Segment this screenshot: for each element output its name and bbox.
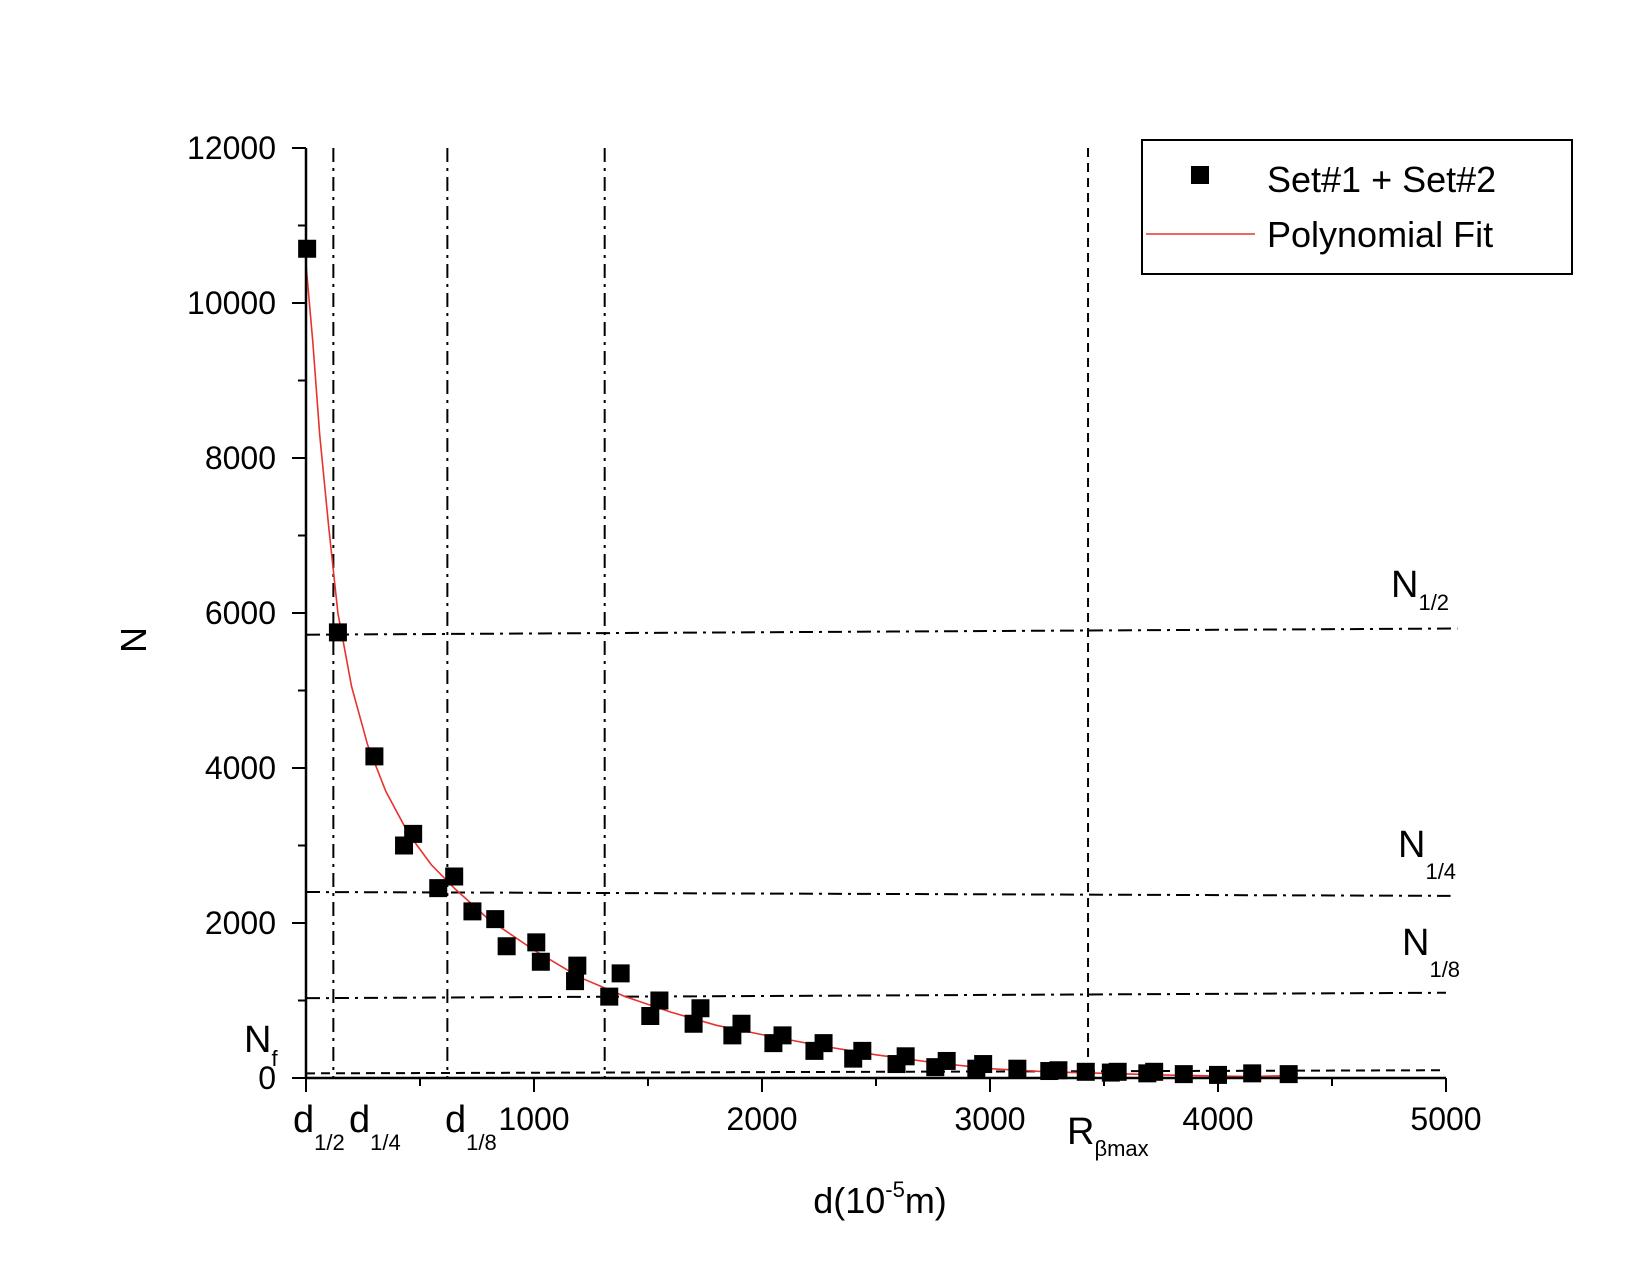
annotation-n-eighth: N1/8 <box>1402 922 1460 982</box>
data-point <box>365 747 384 766</box>
annotation-d-eighth: d1/8 <box>445 1099 497 1155</box>
data-point <box>896 1047 915 1066</box>
data-point <box>568 956 587 975</box>
data-point <box>1049 1061 1068 1080</box>
data-point <box>1279 1065 1298 1084</box>
legend-label-fit: Polynomial Fit <box>1267 214 1493 255</box>
data-point <box>974 1055 993 1074</box>
data-point <box>1243 1064 1262 1083</box>
x-tick-label: 2000 <box>726 1101 797 1137</box>
data-point <box>1076 1062 1095 1081</box>
data-point <box>404 824 423 843</box>
data-point <box>328 623 347 642</box>
data-point <box>853 1041 872 1060</box>
y-tick-label: 12000 <box>187 130 276 166</box>
data-point <box>814 1034 833 1053</box>
annotation-d-quarter: d1/4 <box>349 1099 401 1155</box>
data-point <box>1008 1059 1027 1078</box>
y-tick-label: 4000 <box>205 750 276 786</box>
data-point <box>600 987 619 1006</box>
data-point <box>531 952 550 971</box>
ref-line-horizontal-1 <box>305 891 1451 897</box>
data-point <box>429 879 448 898</box>
data-points-layer <box>298 239 1298 1084</box>
data-point <box>937 1051 956 1070</box>
x-tick-label: 5000 <box>1410 1101 1481 1137</box>
data-point <box>566 972 585 991</box>
annotation-n-quarter: N1/4 <box>1398 824 1456 884</box>
x-axis-title: d(10-5m) <box>813 1177 947 1221</box>
data-point <box>1174 1065 1193 1084</box>
data-point <box>611 964 630 983</box>
data-point <box>773 1026 792 1045</box>
annotation-n-half: N1/2 <box>1391 564 1449 615</box>
annotation-r-beta-max: Rβmax <box>1067 1111 1149 1161</box>
y-tick-label: 8000 <box>205 440 276 476</box>
ref-line-horizontal-2 <box>305 991 1447 1000</box>
annotation-d-half: d1/2 <box>293 1099 345 1155</box>
data-point <box>1108 1062 1127 1081</box>
data-point <box>486 910 505 929</box>
legend-label-scatter: Set#1 + Set#2 <box>1267 159 1496 200</box>
y-tick-label: 2000 <box>205 905 276 941</box>
y-tick-label: 10000 <box>187 285 276 321</box>
data-point <box>1209 1065 1227 1084</box>
reference-lines <box>305 148 1458 1078</box>
axes: 1000 2000 3000 4000 5000 0 2000 4000 6000 8000 100… <box>187 130 1482 1137</box>
y-tick-label: 6000 <box>205 595 276 631</box>
data-point <box>527 933 546 952</box>
ref-line-horizontal-3 <box>305 1069 1447 1075</box>
data-point <box>684 1014 703 1033</box>
x-tick-label: 1000 <box>498 1101 569 1137</box>
fit-layer <box>305 264 1298 1078</box>
legend: Set#1 + Set#2 Polynomial Fit <box>1141 139 1573 275</box>
annotation-n-f: Nf <box>244 1019 278 1071</box>
fit-curve <box>305 264 1298 1078</box>
data-point <box>497 937 516 956</box>
x-tick-label: 4000 <box>1182 1101 1253 1137</box>
data-point <box>463 902 482 921</box>
data-point <box>1145 1062 1164 1081</box>
data-point <box>732 1014 751 1033</box>
x-tick-label: 3000 <box>954 1101 1025 1137</box>
ref-line-horizontal-0 <box>305 627 1458 636</box>
legend-marker-square <box>1191 166 1209 184</box>
y-tick-label: 0 <box>258 1060 276 1096</box>
data-point <box>691 999 710 1018</box>
y-axis-title: N <box>113 627 154 653</box>
data-point <box>641 1007 660 1025</box>
legend-box <box>1141 139 1573 275</box>
data-point <box>650 991 669 1010</box>
data-point <box>445 867 464 886</box>
